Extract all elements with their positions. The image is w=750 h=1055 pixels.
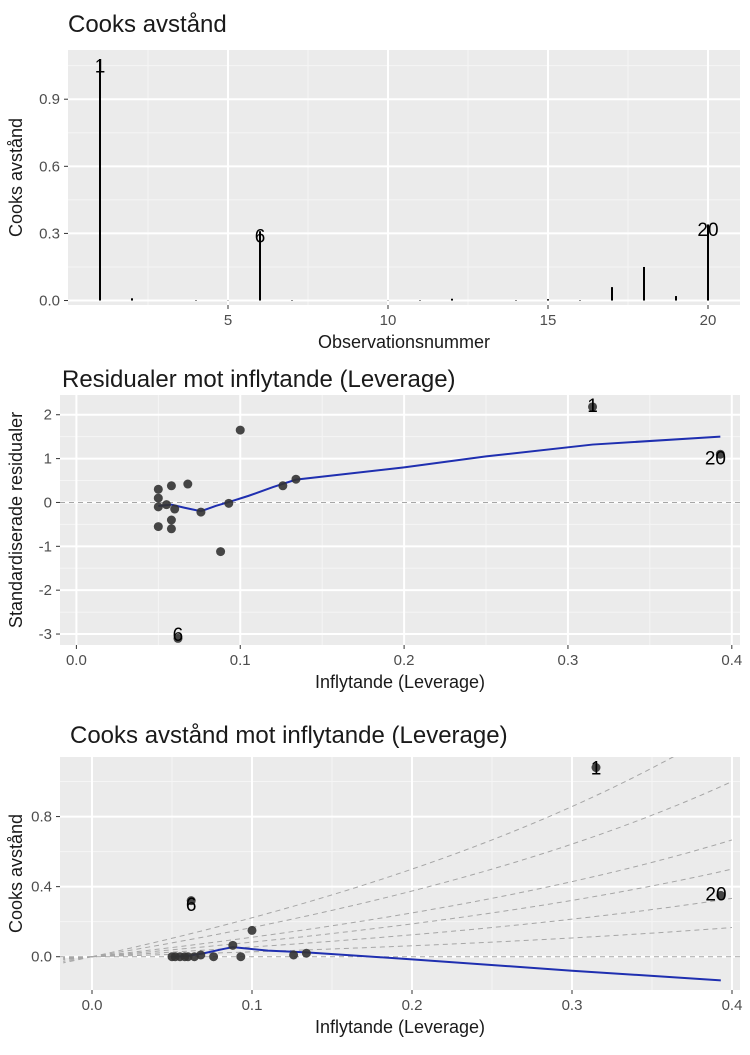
data-point — [166, 515, 176, 525]
y-tick-label: 0.0 — [39, 293, 60, 310]
data-point — [224, 498, 234, 508]
cooks-contour — [63, 956, 93, 964]
data-point — [153, 493, 163, 503]
observation-label: 1 — [587, 396, 598, 417]
cooks-contour — [91, 781, 733, 958]
data-point — [166, 481, 176, 491]
data-point — [588, 402, 598, 412]
data-point — [183, 479, 193, 489]
data-point — [235, 425, 245, 435]
x-tick-label: 0.3 — [558, 652, 579, 669]
data-point — [162, 500, 172, 510]
x-axis-label: Inflytande (Leverage) — [315, 1017, 485, 1037]
data-point — [196, 950, 206, 960]
observation-label: 1 — [95, 57, 106, 78]
observation-label: 20 — [705, 449, 726, 470]
cooks-contour — [91, 897, 733, 958]
data-point — [153, 522, 163, 532]
data-point — [216, 547, 226, 557]
plot-area — [60, 395, 740, 645]
smooth-trend-line — [158, 435, 721, 513]
data-point — [715, 449, 725, 459]
data-point — [236, 952, 246, 962]
data-point — [289, 950, 299, 960]
data-point — [278, 481, 288, 491]
cooks-distance-chart: Cooks avstånd 5 10 15 20 0.0 0.3 0.6 0.9 Observat… — [6, 11, 740, 352]
y-tick-label: 0 — [44, 494, 52, 511]
cooks-vs-leverage-chart: Cooks avstånd mot inflytande (Leverage) 0… — [6, 722, 743, 1037]
cooks-distance-panel: Cooks avstånd 5 10 15 20 0.0 0.3 0.6 0.9 Observat… — [0, 0, 750, 352]
x-tick-label: 5 — [224, 312, 232, 329]
y-tick-label: 1 — [44, 451, 52, 468]
data-point — [209, 952, 219, 962]
y-tick-label: -3 — [39, 626, 52, 643]
observation-label: 6 — [173, 625, 184, 646]
y-axis-label: Cooks avstånd — [6, 118, 26, 237]
y-tick-label: -1 — [39, 538, 52, 555]
y-tick-label: 0.4 — [31, 879, 52, 896]
data-point — [170, 504, 180, 514]
cooks-vs-leverage-panel: Cooks avstånd mot inflytande (Leverage) 0… — [0, 705, 750, 1050]
y-tick-label: -2 — [39, 582, 52, 599]
y-tick-label: 0.8 — [31, 809, 52, 826]
y-tick-label: 2 — [44, 407, 52, 424]
x-tick-label: 15 — [540, 312, 557, 329]
observation-label: 20 — [705, 885, 726, 906]
x-tick-label: 20 — [700, 312, 717, 329]
data-point — [153, 484, 163, 494]
data-point — [166, 524, 176, 534]
plot-area — [60, 757, 740, 990]
x-tick-label: 0.2 — [394, 652, 415, 669]
data-point — [716, 890, 726, 900]
y-axis-label: Standardiserade residualer — [6, 412, 26, 628]
residuals-vs-leverage-panel: Residualer mot inflytande (Leverage) 0.0 0… — [0, 350, 750, 705]
x-tick-label: 0.4 — [721, 652, 742, 669]
plot-area — [68, 50, 740, 305]
data-point — [173, 633, 183, 643]
plot-background — [60, 395, 740, 645]
y-axis-label: Cooks avstånd — [6, 814, 26, 933]
x-tick-label: 0.0 — [82, 997, 103, 1014]
x-tick-label: 0.2 — [402, 997, 423, 1014]
y-tick-label: 0.0 — [31, 949, 52, 966]
data-point — [301, 948, 311, 958]
x-tick-label: 0.3 — [562, 997, 583, 1014]
x-tick-label: 0.0 — [66, 652, 87, 669]
residuals-vs-leverage-chart: Residualer mot inflytande (Leverage) 0.0 0… — [6, 366, 742, 692]
x-tick-label: 0.4 — [722, 997, 743, 1014]
observation-label: 1 — [591, 759, 602, 780]
data-point — [291, 474, 301, 484]
observation-label: 20 — [697, 220, 718, 241]
y-tick-label: 0.3 — [39, 225, 60, 242]
chart-title: Cooks avstånd — [68, 11, 227, 38]
y-tick-label: 0.9 — [39, 91, 60, 108]
data-point — [591, 763, 601, 773]
y-tick-label: 0.6 — [39, 158, 60, 175]
data-point — [186, 896, 196, 906]
data-point — [196, 507, 206, 517]
x-axis-label: Inflytande (Leverage) — [315, 672, 485, 692]
x-axis-label: Observationsnummer — [318, 332, 490, 350]
x-tick-label: 0.1 — [230, 652, 251, 669]
x-tick-label: 0.1 — [242, 997, 263, 1014]
data-point — [247, 925, 257, 935]
chart-title: Residualer mot inflytande (Leverage) — [62, 366, 456, 393]
chart-title: Cooks avstånd mot inflytande (Leverage) — [70, 722, 508, 749]
observation-label: 6 — [186, 895, 197, 916]
observation-label: 6 — [255, 227, 266, 248]
cooks-contour — [91, 839, 733, 958]
cooks-contour — [91, 757, 674, 958]
cooks-contour — [91, 927, 733, 958]
x-tick-label: 10 — [380, 312, 397, 329]
data-point — [183, 952, 193, 962]
data-point — [228, 940, 238, 950]
data-point — [153, 502, 163, 512]
